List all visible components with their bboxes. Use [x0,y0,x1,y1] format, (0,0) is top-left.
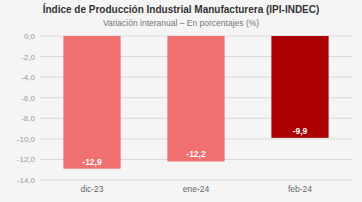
x-tick-label: ene-24 [183,184,210,194]
x-tick-label: dic-23 [80,184,103,194]
bar [63,36,120,169]
y-tick-label: -4,0 [21,73,35,82]
title: Índice de Producción Industrial Manufact… [43,3,320,15]
subtitle: Variación interanual – En porcentajes (%… [103,18,259,28]
x-tick-label: feb-24 [288,184,312,194]
y-tick-label: -2,0 [21,53,35,62]
y-tick-label: 0,0 [24,32,36,41]
grid-line [40,180,352,181]
bar [271,36,328,138]
bars [63,36,328,169]
y-tick-label: -14,0 [17,176,36,185]
chart: Índice de Producción Industrial Manufact… [0,0,362,202]
data-label: -9,9 [293,126,308,136]
data-label: -12,2 [186,149,206,159]
y-tick-label: -10,0 [17,135,36,144]
bar [167,36,224,161]
y-tick-label: -6,0 [21,94,35,103]
y-axis: 0,0 -2,0 -4,0 -6,0 -8,0 -10,0 -12,0 -14,0 [17,32,352,185]
data-label: -12,9 [82,157,102,167]
y-tick-label: -12,0 [17,155,36,164]
y-tick-label: -8,0 [21,114,35,123]
background [0,0,362,202]
labels: -12,9 -12,2 -9,9 [82,126,307,167]
x-axis: dic-23 ene-24 feb-24 [80,184,312,194]
